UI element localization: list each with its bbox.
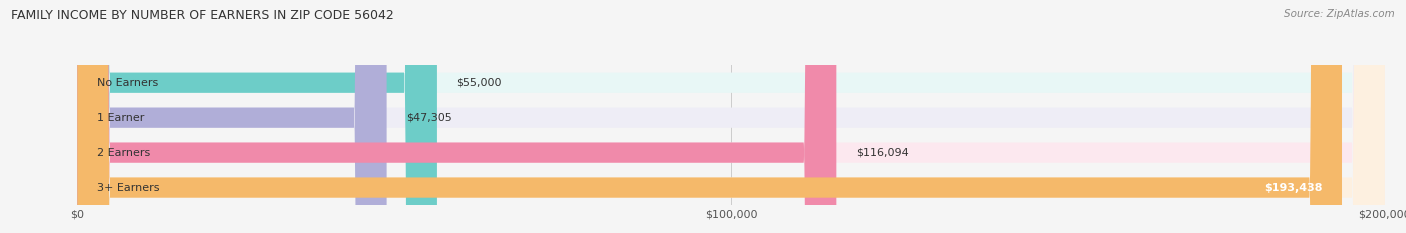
FancyBboxPatch shape <box>77 0 1341 233</box>
FancyBboxPatch shape <box>77 0 1385 233</box>
FancyBboxPatch shape <box>77 0 387 233</box>
Text: 2 Earners: 2 Earners <box>97 148 150 158</box>
Text: 3+ Earners: 3+ Earners <box>97 183 159 192</box>
Text: No Earners: No Earners <box>97 78 159 88</box>
Text: Source: ZipAtlas.com: Source: ZipAtlas.com <box>1284 9 1395 19</box>
Text: $47,305: $47,305 <box>406 113 451 123</box>
Text: 1 Earner: 1 Earner <box>97 113 145 123</box>
Text: $193,438: $193,438 <box>1264 183 1323 192</box>
FancyBboxPatch shape <box>77 0 837 233</box>
Text: $116,094: $116,094 <box>856 148 908 158</box>
FancyBboxPatch shape <box>77 0 437 233</box>
FancyBboxPatch shape <box>77 0 1385 233</box>
FancyBboxPatch shape <box>77 0 1385 233</box>
FancyBboxPatch shape <box>77 0 1385 233</box>
Text: FAMILY INCOME BY NUMBER OF EARNERS IN ZIP CODE 56042: FAMILY INCOME BY NUMBER OF EARNERS IN ZI… <box>11 9 394 22</box>
Text: $55,000: $55,000 <box>457 78 502 88</box>
